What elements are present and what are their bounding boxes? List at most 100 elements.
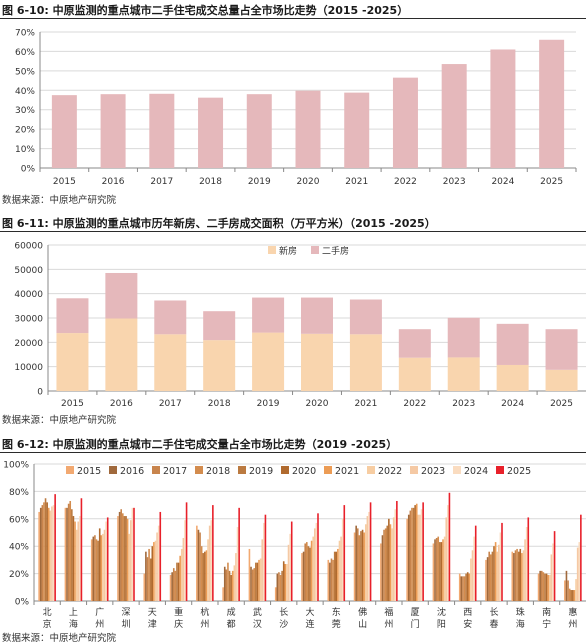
bar-上海-2019 — [71, 509, 73, 601]
bar-天津-2017 — [146, 557, 149, 601]
bar-2017-二手房 — [154, 300, 187, 335]
bar-2016-新房 — [105, 318, 138, 391]
bar-东莞-2018 — [332, 559, 334, 601]
y-tick-label: 10% — [15, 145, 35, 155]
bar-2022-二手房 — [398, 329, 431, 358]
bar-厦门-2022 — [417, 514, 420, 601]
bar-天津-2025 — [159, 511, 162, 601]
y-tick-label: 80% — [9, 488, 29, 498]
bar-佛山-2019 — [360, 531, 362, 601]
legend-label-2023: 2023 — [421, 466, 445, 477]
bar-重庆-2021 — [179, 555, 181, 601]
y-tick-label: 40% — [9, 543, 29, 553]
chart-city-secondhand-share: 0% 20% 40% 60% 80% 100% 北京上海广州深圳天津重庆杭州成都武汉长沙大连… — [3, 461, 586, 630]
bar-重庆-2024 — [184, 520, 186, 601]
legend-swatch-2021 — [324, 466, 332, 474]
bar-佛山-2018 — [358, 535, 361, 601]
bar-2020 — [295, 90, 321, 168]
bar-长春-2019 — [491, 551, 494, 601]
x-tick-label: 天津 — [148, 608, 157, 630]
bar-杭州-2024 — [210, 520, 213, 601]
figure-6-12-rule — [0, 452, 586, 453]
x-tick-label: 厦门 — [411, 607, 420, 630]
bar-武汉-2025 — [264, 514, 267, 601]
bar-大连-2015 — [301, 553, 303, 601]
legend-swatch-2025 — [496, 466, 504, 474]
bar-成都-2020 — [230, 574, 232, 601]
bar-南宁-2017 — [540, 570, 543, 601]
y-tick-label: 0% — [15, 598, 30, 608]
bar-长沙-2017 — [278, 572, 280, 601]
y-tick-label: 60000 — [14, 242, 43, 252]
bar-南宁-2018 — [542, 572, 545, 601]
bar-珠海-2015 — [511, 551, 514, 601]
bar-惠州-2019 — [570, 590, 573, 601]
x-tick-label: 佛山 — [358, 606, 367, 630]
x-tick-label: 2022 — [403, 399, 426, 409]
bar-厦门-2018 — [411, 507, 413, 601]
bar-福州-2017 — [383, 529, 385, 601]
bar-深圳-2015 — [117, 516, 119, 601]
bar-深圳-2017 — [120, 509, 122, 601]
bar-福州-2023 — [392, 517, 395, 601]
bar-2024-二手房 — [496, 323, 529, 365]
bar-惠州-2015 — [564, 580, 566, 601]
bar-珠海-2019 — [517, 551, 520, 601]
bar-北京-2020 — [46, 502, 48, 601]
bar-2018-新房 — [203, 340, 236, 391]
bar-2025-新房 — [545, 369, 578, 391]
bar-杭州-2022 — [207, 539, 209, 601]
bar-北京-2017 — [41, 505, 44, 601]
bar-重庆-2025 — [185, 502, 188, 601]
bar-成都-2023 — [235, 553, 237, 601]
bar-厦门-2015 — [406, 518, 408, 601]
bar-大连-2019 — [307, 546, 310, 601]
x-tick-label: 2021 — [354, 399, 377, 409]
bar-重庆-2019 — [176, 562, 178, 601]
legend-label-2025: 2025 — [507, 466, 531, 477]
bar-武汉-2023 — [261, 539, 264, 601]
legend-swatch-2024 — [453, 466, 461, 474]
bar-2016 — [100, 94, 126, 168]
x-tick-label: 2017 — [150, 177, 173, 187]
x-tick-label: 2017 — [159, 399, 182, 409]
x-tick-label: 北京 — [43, 607, 52, 630]
x-tick-label: 2023 — [452, 399, 475, 409]
x-tick-label: 2015 — [53, 177, 76, 187]
bar-天津-2016 — [145, 551, 147, 601]
bar-南宁-2025 — [553, 531, 556, 601]
bar-2024-新房 — [496, 364, 529, 391]
bar-成都-2015 — [222, 587, 224, 601]
bar-南宁-2020 — [545, 573, 548, 601]
bar-西安-2015 — [458, 573, 461, 601]
bar-厦门-2019 — [412, 507, 415, 601]
bar-天津-2020 — [151, 546, 154, 601]
legend-label-2016: 2016 — [120, 466, 144, 477]
bar-重庆-2017 — [172, 568, 175, 601]
bar-福州-2025 — [396, 500, 398, 601]
x-tick-label: 武汉 — [253, 606, 262, 630]
chart-secondhand-share-total: 0% 10% 20% 30% 40% 50% 60% 70% 2015 2016 2017 2018 2… — [15, 29, 577, 187]
bar-厦门-2023 — [419, 514, 421, 601]
bar-杭州-2019 — [202, 553, 205, 601]
bar-北京-2025 — [54, 494, 56, 601]
bar-西安-2021 — [468, 573, 471, 601]
bar-西安-2016 — [460, 576, 463, 601]
bar-武汉-2019 — [255, 562, 257, 601]
bar-2021-新房 — [349, 334, 382, 391]
bar-2025 — [539, 39, 565, 169]
bar-沈阳-2019 — [439, 542, 441, 601]
bar-西安-2022 — [470, 558, 472, 601]
bar-东莞-2025 — [343, 505, 346, 601]
x-tick-label: 杭州 — [200, 606, 209, 630]
bar-大连-2021 — [310, 540, 313, 601]
bar-深圳-2018 — [122, 513, 124, 601]
bar-福州-2018 — [384, 528, 387, 601]
bar-广州-2024 — [105, 521, 107, 601]
bar-成都-2018 — [227, 562, 229, 601]
bar-广州-2021 — [100, 535, 103, 601]
figure-6-10-source: 数据来源：中原地产研究院 — [2, 195, 117, 206]
bar-沈阳-2021 — [442, 539, 444, 601]
bar-长沙-2016 — [276, 573, 279, 601]
legend-label-2024: 2024 — [464, 466, 488, 477]
